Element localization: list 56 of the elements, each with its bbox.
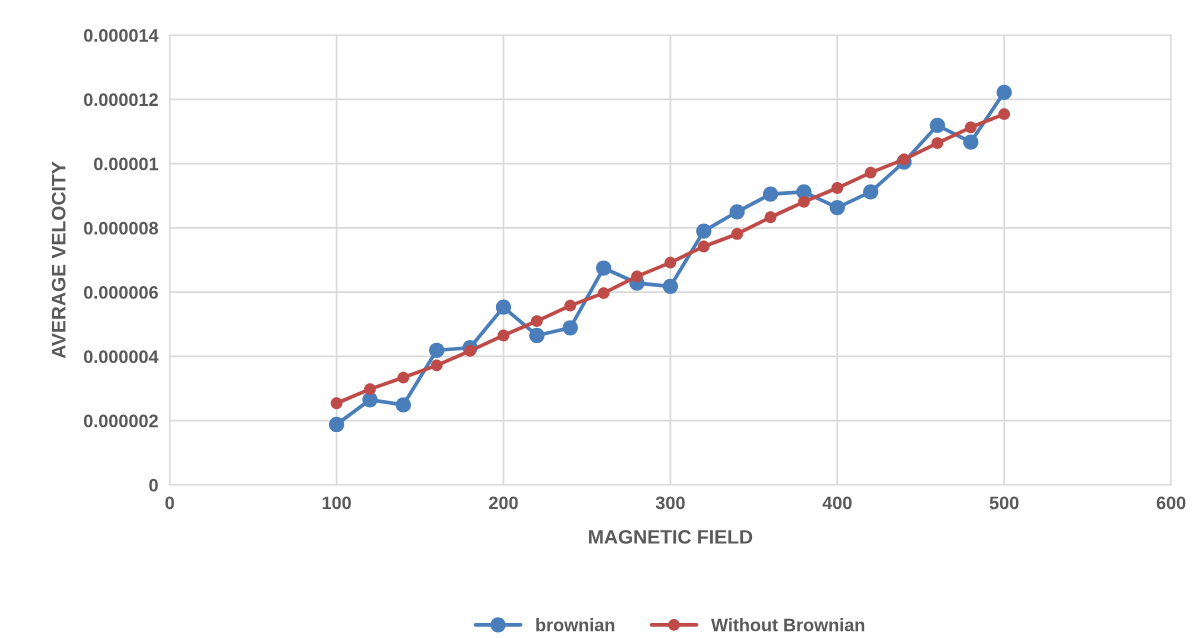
point (497, 329, 510, 342)
y-axis-title: AVERAGE VELOCITY (51, 161, 66, 359)
point (864, 166, 877, 179)
point (429, 342, 445, 358)
point (562, 320, 578, 336)
point (963, 134, 979, 150)
point (564, 299, 577, 312)
point (397, 371, 410, 384)
y-tick-label: 0.000006 (83, 286, 158, 299)
legend-label: brownian (536, 618, 615, 632)
point (530, 315, 543, 327)
point (330, 397, 343, 410)
point (697, 240, 710, 253)
point (395, 397, 411, 413)
point (664, 256, 677, 269)
y-tick-label: 0 (149, 478, 158, 492)
x-tick-label: 0 (165, 496, 174, 510)
y-tick-label: 0.000002 (83, 414, 158, 428)
x-tick-label: 500 (989, 496, 1019, 510)
point (596, 260, 612, 276)
point (964, 121, 977, 134)
point (898, 153, 910, 166)
y-tick-label: 0.000004 (83, 350, 159, 364)
x-tick-label: 600 (1156, 496, 1186, 510)
point (662, 278, 679, 294)
x-tick-label: 100 (322, 496, 351, 510)
point (328, 416, 345, 433)
point (998, 108, 1011, 121)
point (863, 184, 879, 200)
x-tick-label: 300 (655, 496, 685, 510)
point (731, 228, 744, 240)
y-tick-label: 0.000008 (83, 221, 159, 235)
point (430, 359, 443, 372)
point (597, 287, 610, 299)
y-tick-label: 0.000014 (83, 29, 159, 42)
point (495, 299, 512, 315)
point (762, 186, 779, 202)
point (798, 195, 810, 208)
point (829, 199, 845, 216)
point (464, 345, 477, 357)
point (931, 137, 944, 149)
point (764, 211, 777, 224)
point (929, 117, 946, 134)
x-tick-label: 200 (489, 496, 518, 510)
legend-label: Without Brownian (711, 618, 865, 632)
point (696, 223, 712, 239)
x-axis-title: MAGNETIC FIELD (589, 530, 753, 544)
point (364, 383, 376, 396)
point (831, 182, 844, 194)
y-tick-label: 0.00001 (94, 157, 159, 171)
point (529, 327, 545, 344)
point (729, 204, 745, 220)
point (996, 84, 1012, 100)
x-tick-label: 400 (822, 496, 852, 510)
point (631, 270, 643, 283)
y-tick-label: 0.000012 (83, 93, 158, 107)
